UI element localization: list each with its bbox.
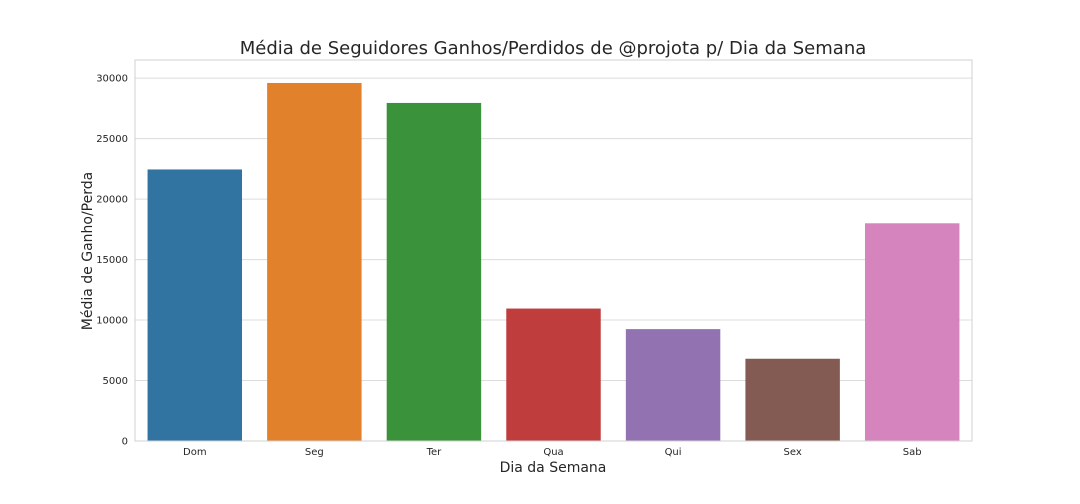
y-tick-label: 10000 (96, 316, 128, 327)
bar-ter (386, 102, 482, 441)
bar-sab (864, 223, 960, 441)
x-tick-label: Sex (784, 447, 802, 458)
y-axis-label: Média de Ganho/Perda (80, 172, 96, 330)
y-tick-label: 25000 (96, 134, 128, 145)
x-axis-label: Dia da Semana (500, 460, 607, 476)
y-tick-label: 30000 (96, 74, 128, 85)
y-tick-label: 15000 (96, 255, 128, 266)
bar-seg (267, 82, 362, 441)
chart-title: Média de Seguidores Ganhos/Perdidos de @… (240, 38, 867, 59)
y-tick-labels: 0 5000 10000 15000 20000 25000 30000 (96, 74, 128, 448)
x-tick-label: Seg (305, 447, 324, 458)
plot-frame (134, 59, 973, 442)
y-tick-label: 5000 (103, 376, 128, 387)
y-tick-label: 0 (122, 437, 128, 448)
bar-sex (745, 358, 840, 441)
x-tick-label: Qui (665, 447, 682, 458)
y-tick-label: 20000 (96, 195, 128, 206)
bars (147, 82, 960, 441)
x-tick-label: Sab (903, 447, 922, 458)
bar-qua (506, 308, 601, 441)
bar-qui (625, 329, 721, 441)
x-tick-labels: Dom Seg Ter Qua Qui Sex Sab (183, 447, 922, 458)
x-tick-label: Ter (426, 447, 443, 458)
bar-dom (147, 169, 243, 441)
x-tick-label: Dom (183, 447, 207, 458)
x-tick-label: Qua (543, 447, 563, 458)
